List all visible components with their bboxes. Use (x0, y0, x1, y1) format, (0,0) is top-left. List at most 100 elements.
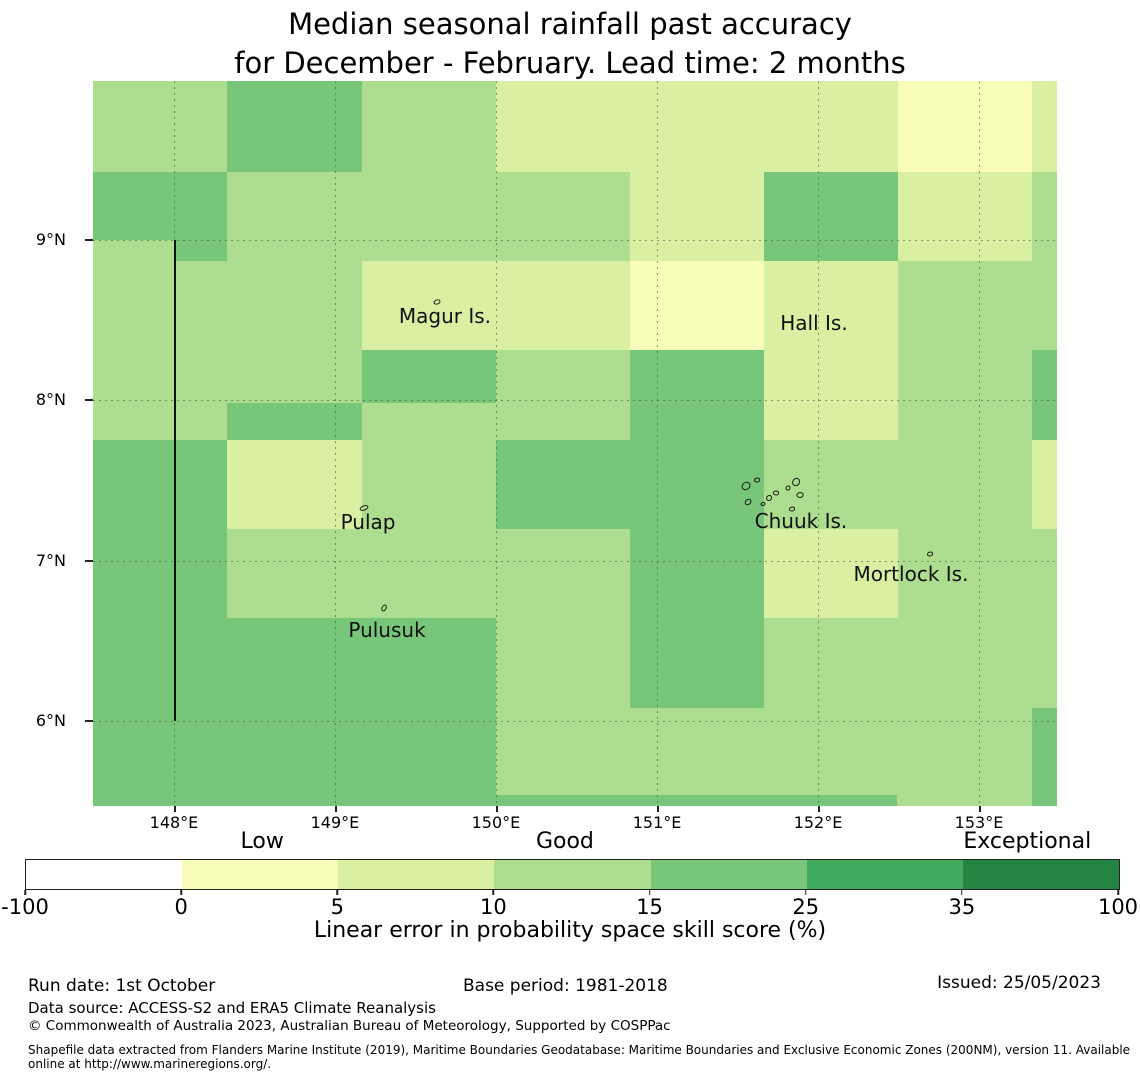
islet-outline (788, 506, 795, 512)
colorbar-segment (962, 860, 1119, 889)
heatmap-cell (361, 261, 496, 350)
colorbar-tick (336, 890, 339, 895)
heatmap-cell (93, 349, 227, 440)
heatmap-cell (763, 349, 898, 440)
colorbar-category-label: Exceptional (963, 829, 1092, 854)
colorbar-tick-label: 35 (948, 895, 976, 919)
latitude-tick-label: 6°N (35, 711, 66, 731)
longitude-gridline (334, 81, 336, 806)
colorbar-segment (338, 860, 495, 889)
longitude-tick-label: 151°E (632, 813, 682, 832)
heatmap-cell (93, 440, 227, 529)
colorbar-row: -100 0 5 10 15 25 35 100 Low Good Exceptional (1, 829, 1138, 919)
latitude-tick (85, 399, 93, 401)
heatmap-cell (495, 171, 630, 261)
copyright-text: © Commonwealth of Australia 2023, Austra… (28, 1018, 671, 1034)
islet-outline (926, 551, 933, 557)
colorbar-segment (26, 860, 183, 889)
heatmap-cell (495, 707, 630, 806)
heatmap-cell (763, 528, 898, 618)
latitude-gridline (93, 721, 1057, 723)
latitude-tick-label: 8°N (35, 390, 66, 409)
shapefile-note-text: Shapefile data extracted from Flanders M… (28, 1043, 1131, 1072)
colorbar-tick (648, 890, 651, 895)
heatmap-cell (226, 440, 362, 529)
colorbar-tick (1117, 890, 1119, 895)
heatmap-cell (226, 618, 362, 708)
heatmap-cell (1031, 349, 1057, 440)
data-source-text: Data source: ACCESS-S2 and ERA5 Climate … (28, 999, 436, 1017)
heatmap-cell (361, 440, 496, 529)
colorbar-tick (180, 890, 182, 895)
colorbar-tick-label: 25 (792, 895, 820, 919)
heatmap-cell (897, 440, 1032, 529)
latitude-tick (85, 560, 93, 563)
heatmap-cell (629, 81, 764, 172)
heatmap-cell (226, 81, 362, 172)
island-label: Chuuk Is. (754, 509, 848, 533)
longitude-tick-label: 153°E (954, 813, 1004, 832)
heatmap-cell (629, 261, 764, 350)
longitude-gridline (818, 81, 820, 806)
colorbar-tick-label: 10 (480, 895, 507, 919)
eez-boundary-line (173, 239, 176, 722)
heatmap-cell (226, 707, 362, 806)
heatmap-cell (361, 81, 496, 172)
longitude-tick-label: 150°E (471, 813, 521, 832)
heatmap-cell (763, 440, 898, 529)
longitude-tick-label: 152°E (793, 813, 843, 832)
heatmap-cell (629, 440, 764, 529)
longitude-tick-label: 149°E (310, 813, 360, 832)
island-label: Pulap (340, 510, 396, 535)
colorbar-segment (182, 860, 339, 889)
longitude-tick (818, 806, 821, 812)
heatmap-cell (226, 171, 362, 261)
longitude-tick (173, 806, 176, 812)
colorbar-tick (804, 890, 807, 895)
colorbar-tick-label: 100 (1097, 895, 1139, 919)
heatmap-cell (897, 261, 1032, 350)
heatmap-cell (93, 618, 227, 708)
heatmap-cell (93, 528, 227, 618)
colorbar-tick (24, 890, 26, 895)
colorbar-category-label: Low (240, 829, 284, 854)
heatmap-cell (495, 261, 630, 350)
heatmap-cell (763, 707, 898, 806)
heatmap-cell (361, 707, 496, 806)
longitude-tick (334, 806, 337, 812)
heatmap-cell (1031, 618, 1057, 708)
heatmap-cell (1031, 171, 1057, 261)
heatmap-cell (1031, 81, 1057, 172)
latitude-tick-label: 9°N (35, 229, 66, 249)
latitude-gridline (93, 400, 1057, 401)
island-label: Pulusuk (348, 617, 426, 642)
colorbar-tick-label: 5 (330, 895, 344, 919)
heatmap-cell (897, 349, 1032, 440)
heatmap-cell-override (93, 239, 174, 261)
heatmap-cell (495, 81, 630, 172)
heatmap-cell (1031, 261, 1057, 350)
colorbar-segment (650, 860, 807, 889)
islet-outline (785, 485, 791, 491)
heatmap-cell (93, 707, 227, 806)
heatmap-cell (361, 171, 496, 261)
island-label: Hall Is. (780, 311, 848, 335)
island-label: Magur Is. (398, 303, 492, 328)
heatmap-cell (897, 618, 1032, 708)
heatmap-cell (629, 349, 764, 440)
heatmap-cell (629, 171, 764, 261)
chart-title-line2: for December - February. Lead time: 2 mo… (234, 46, 906, 80)
heatmap-cell (897, 171, 1032, 261)
heatmap-cell (226, 261, 362, 350)
heatmap-cell (629, 707, 764, 806)
latitude-tick (85, 238, 93, 241)
map-area: Magur Is. Hall Is. Pulap Chuuk Is. Mortlock … (93, 81, 1057, 806)
heatmap-cell (226, 528, 362, 618)
colorbar-tick (492, 890, 495, 895)
heatmap-cell (897, 528, 1032, 618)
heatmap-cell (629, 618, 764, 708)
base-period-text: Base period: 1981-2018 (463, 976, 668, 996)
latitude-gridline (93, 239, 1057, 241)
longitude-gridline (495, 81, 497, 806)
